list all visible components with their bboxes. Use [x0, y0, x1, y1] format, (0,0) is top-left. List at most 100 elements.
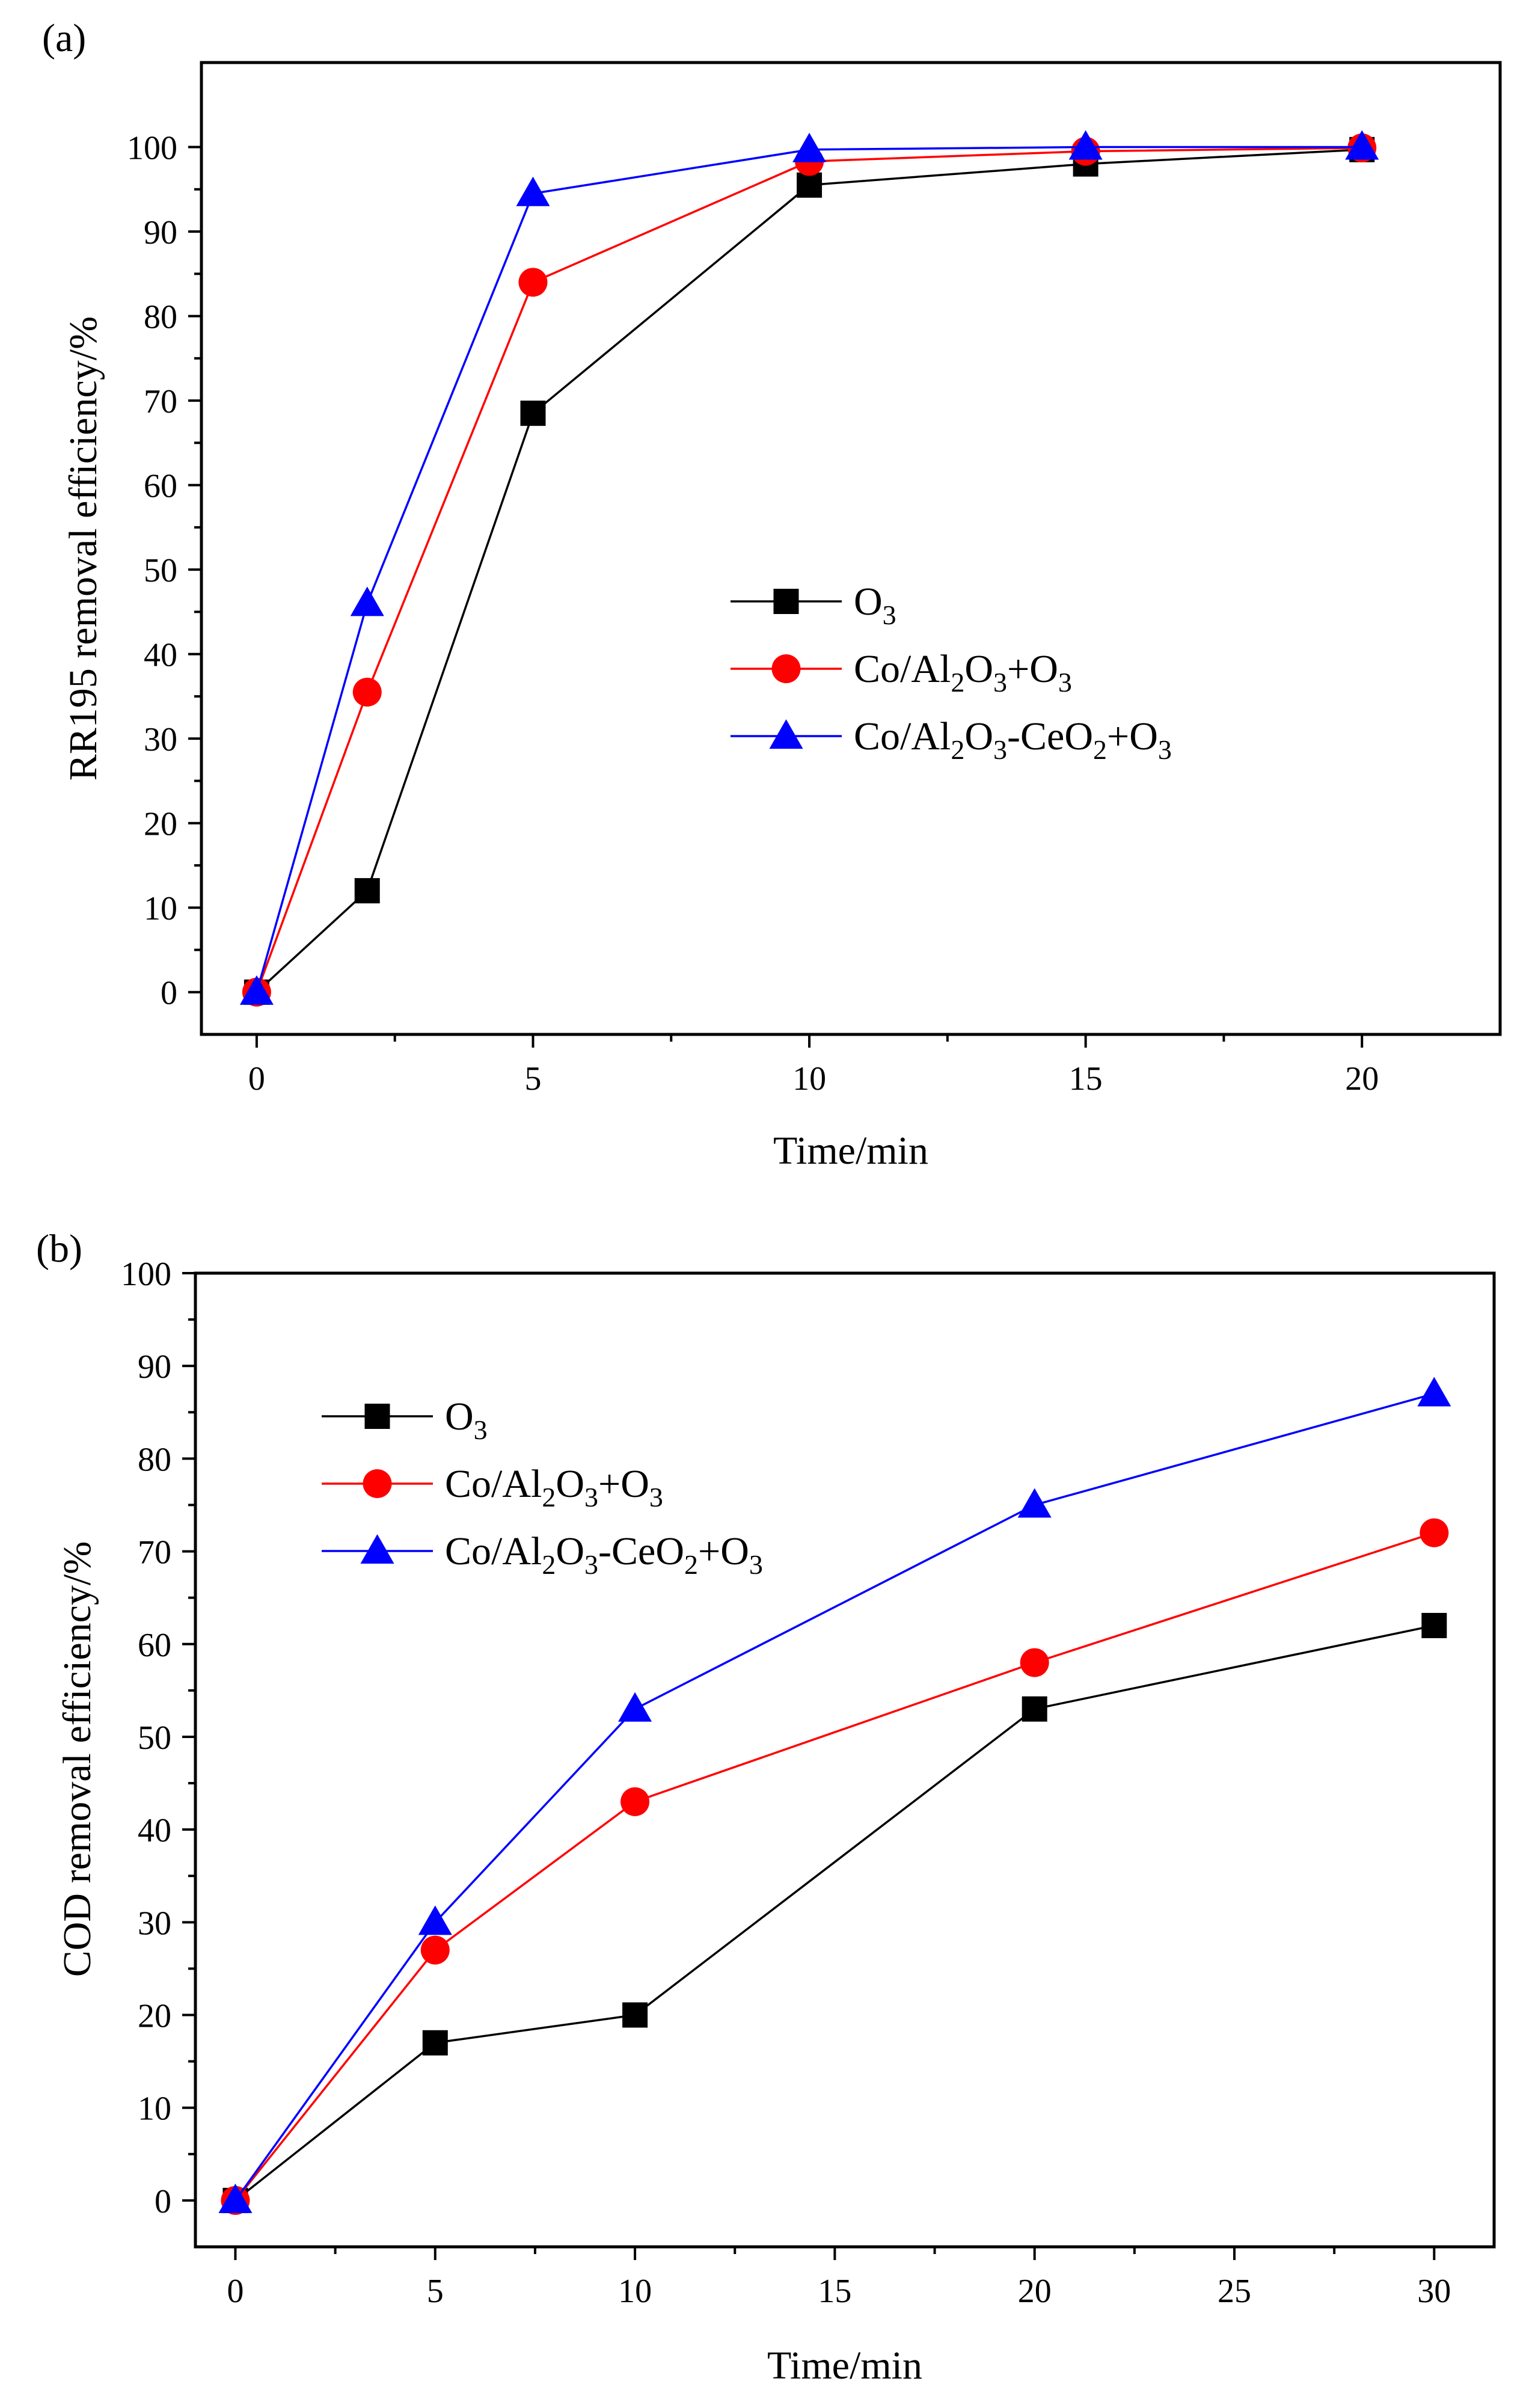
panel-a-series-square-line	[256, 148, 1362, 994]
panel-b-x-tick-label: 10	[618, 2273, 652, 2310]
panel-b-series-triangle-point-0	[218, 2183, 253, 2213]
panel-a-legend-label: Co/Al2O3+O3	[854, 647, 1072, 698]
panel-b-y-tick-label: 40	[138, 1812, 171, 1849]
panel-a-y-tick-label: 100	[127, 130, 177, 167]
panel-a-y-axis-label: RR195 removal efficiency/%	[61, 316, 105, 781]
panel-b-plot-frame	[194, 1271, 1496, 2249]
panel-b-x-tick-label: 5	[427, 2273, 444, 2310]
panel-a-legend-item-triangle: Co/Al2O3-CeO2+O3	[731, 714, 1172, 765]
panel-b-series-square-point-3	[1022, 1696, 1047, 1722]
panel-b-tick-labels: 0 5 10 15 20 25 30 0 10 20 30 40 50 60 70 80 90 100	[121, 1256, 1451, 2310]
panel-b-y-tick-label: 0	[155, 2183, 171, 2220]
panel-a-legend-item-circle: Co/Al2O3+O3	[731, 647, 1072, 698]
panel-a-y-tick-label: 40	[144, 637, 177, 674]
panel-a-y-tick-label: 90	[144, 214, 177, 251]
panel-b-y-tick-label: 70	[138, 1534, 171, 1571]
panel-a-x-tick-label: 10	[792, 1060, 826, 1098]
panel-b-ticks	[182, 1272, 1436, 2260]
panel-a-ticks	[188, 146, 1364, 1048]
panel-b-series-circle-point-2	[620, 1787, 650, 1816]
panel-b-x-tick-label: 0	[227, 2273, 244, 2310]
panel-b-legend-label: Co/Al2O3-CeO2+O3	[445, 1529, 763, 1580]
panel-b-x-tick-label: 20	[1018, 2273, 1052, 2310]
panel-a-series-triangle-point-0	[239, 975, 274, 1005]
panel-label-b: (b)	[36, 1227, 82, 1271]
panel-b-series-square-point-1	[422, 2030, 448, 2056]
panel-b-series-triangle-point-3	[1017, 1488, 1052, 1518]
panel-a-x-tick-label: 5	[524, 1060, 541, 1098]
panel-b-y-tick-label: 100	[121, 1256, 171, 1293]
panel-b-x-tick-label: 25	[1218, 2273, 1251, 2310]
panel-b-y-tick-label: 20	[138, 1998, 171, 2035]
panel-a-series-square-point-3	[797, 172, 823, 198]
panel-a-series-square-point-1	[354, 878, 380, 904]
panel-b-y-tick-label: 60	[138, 1627, 171, 1664]
panel-b-series-square-point-2	[622, 2002, 648, 2028]
panel-a-y-tick-label: 10	[144, 890, 177, 927]
panel-b-series-triangle-point-1	[418, 1905, 452, 1935]
panel-b-series-circle-point-4	[1420, 1518, 1449, 1547]
panel-b-legend-marker	[364, 1404, 390, 1429]
panel-a-series-circle-point-1	[352, 677, 382, 707]
panel-a-chart: (a) 0 5 10 15 20 0 10 20 30 40 50 60 70 80 90 100 O3 Co/…	[42, 16, 1502, 1173]
panel-a-series-triangle-point-2	[516, 176, 550, 206]
panel-b-y-tick-label: 10	[138, 2090, 171, 2128]
panel-a-y-tick-label: 20	[144, 806, 177, 843]
panel-a-series-triangle-point-1	[350, 586, 384, 616]
panel-b-legend-item-circle: Co/Al2O3+O3	[322, 1462, 663, 1513]
panel-a-legend-marker	[773, 589, 799, 614]
panel-b-legend-label: O3	[445, 1395, 488, 1445]
panel-b-x-axis-label: Time/min	[767, 2344, 922, 2388]
panel-b-legend-label: Co/Al2O3+O3	[445, 1462, 663, 1513]
panel-a-series-triangle-point-5	[1345, 130, 1379, 160]
panel-b-y-tick-label: 90	[138, 1348, 171, 1386]
panel-a-legend-label: Co/Al2O3-CeO2+O3	[854, 714, 1172, 765]
panel-b-x-tick-label: 30	[1417, 2273, 1451, 2310]
panel-b-y-tick-label: 80	[138, 1441, 171, 1478]
panel-b-y-axis-label: COD removal efficiency/%	[55, 1541, 99, 1977]
panel-b-legend-marker	[363, 1469, 392, 1498]
panel-label-a: (a)	[42, 16, 86, 60]
panel-a-x-axis-label: Time/min	[773, 1129, 928, 1173]
panel-a-legend-marker	[771, 654, 801, 683]
panel-b-y-tick-label: 30	[138, 1905, 171, 1942]
panel-a-series-circle-line	[256, 147, 1362, 993]
panel-a-series-triangle-point-4	[1068, 130, 1103, 160]
panel-a-tick-labels: 0 5 10 15 20 0 10 20 30 40 50 60 70 80 90 100	[127, 130, 1379, 1098]
panel-b-series-triangle-line	[234, 1392, 1435, 2201]
panel-b-series-square-line	[234, 1624, 1435, 2202]
panel-a-y-tick-label: 0	[161, 975, 177, 1012]
panel-b-x-tick-label: 15	[818, 2273, 851, 2310]
panel-a-series-circle-point-2	[518, 268, 548, 297]
panel-a-y-tick-label: 60	[144, 468, 177, 505]
panel-a-series	[239, 130, 1379, 1007]
panel-b-series-square-point-4	[1421, 1612, 1447, 1638]
panel-b-y-tick-label: 50	[138, 1719, 171, 1757]
panel-a-series-triangle-point-3	[792, 132, 827, 162]
panel-a-x-tick-label: 15	[1069, 1060, 1103, 1098]
panel-b-chart: (b) 0 5 10 15 20 25 30 0 10 20 30 40 50 60 70 80 90 100 O…	[36, 1227, 1496, 2388]
panel-a-y-tick-label: 50	[144, 552, 177, 589]
panel-a-x-tick-label: 20	[1345, 1060, 1379, 1098]
panel-a-series-square-point-2	[520, 401, 546, 426]
panel-b-series-triangle-point-4	[1417, 1377, 1451, 1407]
panel-a-series-triangle-line	[256, 146, 1362, 993]
panel-a-y-tick-label: 30	[144, 721, 177, 758]
panel-a-y-tick-label: 80	[144, 299, 177, 336]
panel-a-legend: O3 Co/Al2O3+O3 Co/Al2O3-CeO2+O3	[731, 580, 1172, 765]
panel-b-legend-marker	[360, 1534, 394, 1564]
panel-a-x-tick-label: 0	[248, 1060, 265, 1098]
panel-a-legend-item-square: O3	[731, 580, 896, 630]
panel-b-legend-item-square: O3	[322, 1395, 488, 1445]
panel-b-series-circle-line	[234, 1532, 1435, 2201]
panel-b-legend-item-triangle: Co/Al2O3-CeO2+O3	[322, 1529, 763, 1580]
panel-a-plot-frame	[200, 61, 1502, 1036]
panel-b-legend: O3 Co/Al2O3+O3 Co/Al2O3-CeO2+O3	[322, 1395, 763, 1580]
panel-a-legend-marker	[769, 719, 803, 749]
panel-a-legend-label: O3	[854, 580, 896, 630]
panel-b-series-circle-point-3	[1020, 1648, 1049, 1677]
panel-b-series	[218, 1377, 1451, 2215]
panel-a-y-tick-label: 70	[144, 383, 177, 420]
panel-b-series-circle-point-1	[420, 1935, 450, 1965]
